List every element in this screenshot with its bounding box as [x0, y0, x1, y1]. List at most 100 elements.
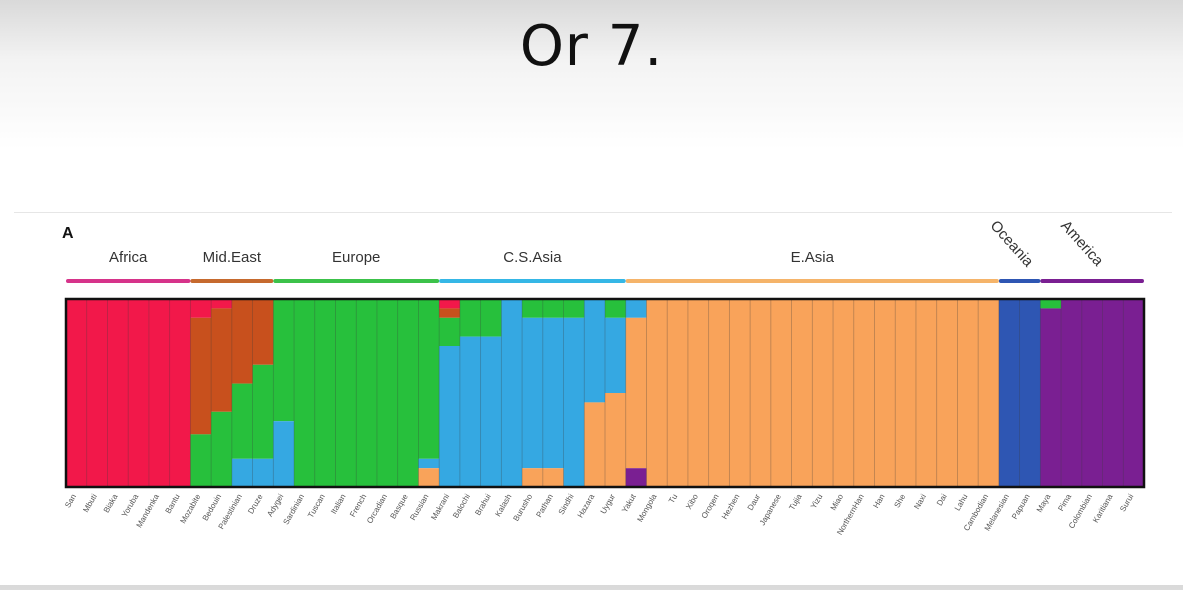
tick-label-miao: Miao [829, 492, 846, 512]
tick-label-yoruba: Yoruba [120, 492, 141, 519]
bar-segment-pima-america [1061, 299, 1083, 487]
bar-segment-daur-e-asia [750, 299, 772, 487]
bar-segment-makrani-cs-asia [439, 346, 461, 487]
bar-segment-palestinian-europe [231, 383, 253, 459]
bar-segment-biaka-africa [107, 299, 129, 487]
bar-segment-cambodian-e-asia [978, 299, 1000, 487]
bar-segment-mozabite-europe [190, 434, 212, 487]
bar-segment-druze-europe [252, 364, 274, 459]
bar-segment-kalash-cs-asia [501, 299, 523, 487]
tick-label-biaka: Biaka [102, 492, 120, 514]
tick-label-san: San [63, 493, 78, 510]
tick-label-papuan: Papuan [1010, 492, 1032, 520]
bar-segment-mongola-e-asia [646, 299, 668, 487]
tick-label-brahui: Brahui [473, 492, 492, 517]
bar-segment-san-africa [66, 299, 88, 487]
tick-label-balochi: Balochi [451, 492, 472, 519]
region-label-america: America [1057, 217, 1107, 270]
tick-label-mbuti: Mbuti [81, 492, 99, 514]
bar-segment-karitiana-america [1102, 299, 1124, 487]
bar-segment-xibo-e-asia [687, 299, 710, 487]
bar-segment-orcadian-europe [376, 299, 399, 487]
tick-label-xibo: Xibo [684, 492, 700, 511]
tick-label-adygei: Adygei [265, 492, 285, 518]
bar-segment-sardinian-europe [294, 299, 316, 487]
tick-label-yizu: Yizu [809, 492, 824, 510]
bar-segment-balochi-cs-asia [459, 336, 482, 487]
bar-segment-yizu-e-asia [812, 299, 834, 487]
bar-segment-bedouin-africa [211, 299, 233, 309]
tick-label-karitiana: Karitiana [1091, 492, 1115, 524]
tick-label-orcadian: Orcadian [365, 493, 389, 526]
tick-label-bantu: Bantu [164, 493, 182, 516]
bar-segment-papuan-oceania [1019, 299, 1041, 487]
bar-segment-italian-europe [335, 299, 357, 487]
bar-segment-pathan-e-asia [542, 468, 564, 487]
bar-segment-uygur-e-asia [605, 393, 627, 487]
bar-segment-bedouin-europe [211, 411, 233, 487]
bar-segment-makrani-africa [439, 299, 461, 309]
tick-label-pathan: Pathan [534, 492, 554, 518]
bar-segment-mbuti-africa [86, 299, 108, 487]
panel-label: A [62, 225, 74, 242]
region-label-e-asia: E.Asia [791, 249, 835, 266]
tick-label-oroqen: Oroqen [700, 493, 721, 521]
bar-segment-naxi-e-asia [915, 299, 938, 487]
bar-segment-mozabite-africa [190, 299, 212, 318]
bar-segment-bedouin-mid-east [211, 308, 233, 412]
tick-label-she: She [892, 492, 907, 509]
bar-segment-hazara-cs-asia [584, 299, 606, 403]
tick-label-lahu: Lahu [953, 493, 970, 513]
tick-label-tuscan: Tuscan [306, 492, 327, 519]
bar-segment-tu-e-asia [667, 299, 689, 487]
bar-segment-burusho-europe [522, 299, 544, 318]
bar-segment-french-europe [356, 299, 378, 487]
bar-segment-oroqen-e-asia [708, 299, 730, 487]
bar-segment-russian-e-asia [418, 468, 440, 487]
tick-label-italian: Italian [329, 493, 347, 516]
bar-segment-yakut-e-asia [625, 317, 647, 469]
region-label-europe: Europe [332, 249, 380, 266]
region-labels: Africa Mid.East Europe C.S.Asia E.Asia Oceani… [66, 217, 1144, 283]
bar-segment-adygei-cs-asia [273, 421, 295, 487]
tick-label-hazara: Hazara [576, 492, 597, 519]
bar-segment-lahu-e-asia [957, 299, 979, 487]
bar-segment-tujia-e-asia [791, 299, 813, 487]
region-label-africa: Africa [109, 249, 148, 266]
bar-segment-palestinian-mid-east [231, 299, 253, 384]
bar-segment-druze-mid-east [252, 299, 274, 365]
bar-segment-han-e-asia [874, 299, 896, 487]
bar-segment-palestinian-cs-asia [231, 458, 253, 487]
tick-label-sindhi: Sindhi [557, 492, 576, 516]
tick-label-burusho: Burusho [511, 492, 534, 523]
tick-label-daur: Daur [746, 492, 763, 512]
bar-segment-russian-cs-asia [418, 458, 440, 469]
bar-segment-brahui-cs-asia [480, 336, 502, 487]
tick-label-han: Han [871, 493, 886, 510]
bar-segment-japanese-e-asia [770, 299, 792, 487]
bar-segment-mandenka-africa [148, 299, 171, 487]
tick-label-dai: Dai [935, 492, 949, 507]
bar-segment-northernhan-e-asia [853, 299, 875, 487]
bar-segment-colombian-america [1081, 299, 1103, 487]
tick-label-uygur: Uygur [599, 492, 618, 515]
slide-title: Or 7. [519, 14, 664, 79]
tick-label-tu: Tu [667, 493, 679, 505]
tick-label-french: French [348, 493, 368, 519]
bar-segment-yakut-cs-asia [625, 299, 647, 318]
bar-segment-uygur-europe [605, 299, 627, 318]
bar-segment-burusho-cs-asia [522, 317, 544, 469]
tick-label-maya: Maya [1035, 492, 1053, 514]
bar-segment-makrani-mid-east [439, 308, 461, 318]
bar-segment-hazara-e-asia [584, 402, 606, 487]
bar-segment-she-e-asia [895, 299, 917, 487]
bar-segment-sindhi-europe [563, 299, 585, 318]
bar-segment-maya-europe [1040, 299, 1062, 309]
tick-label-surui: Surui [1118, 492, 1135, 513]
bar-segment-dai-e-asia [936, 299, 958, 487]
tick-label-tujia: Tujia [787, 492, 804, 512]
admixture-bars [66, 299, 1145, 487]
region-label-mid-east: Mid.East [203, 249, 262, 266]
